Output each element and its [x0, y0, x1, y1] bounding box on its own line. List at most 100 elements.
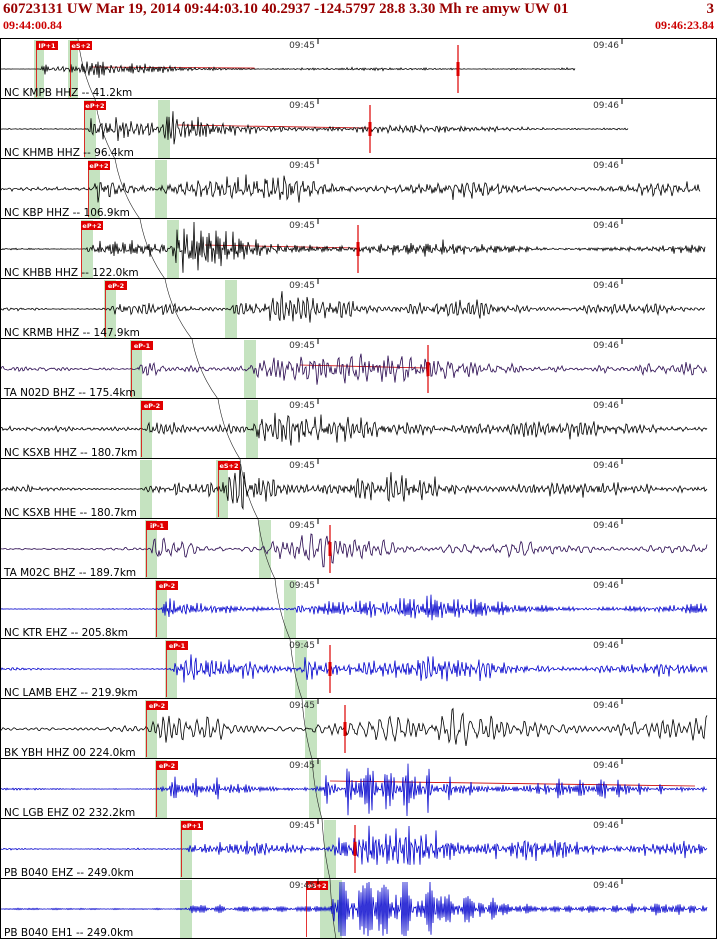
pick-flag[interactable] [88, 161, 110, 170]
seismogram-trace [0, 594, 708, 621]
pick-flag-label: eP-1 [169, 642, 186, 650]
header: 60723131 UW Mar 19, 2014 09:44:03.10 40.… [0, 0, 717, 38]
phase-window-band [165, 640, 177, 698]
trace-row[interactable]: eP-2 09:45 09:46 NC KTR EHZ -- 205.8km [0, 579, 717, 639]
coda-curve [301, 699, 313, 759]
pick-flag[interactable] [105, 281, 127, 290]
pick-flag[interactable] [166, 641, 188, 650]
pick-flag[interactable] [36, 41, 58, 50]
trace-row[interactable]: eP+2 09:45 09:46 NC KHMB HHZ -- 96.4km [0, 99, 717, 159]
trace-row[interactable]: eP-2 09:45 09:46 BK YBH HHZ 00 224.0km [0, 699, 717, 759]
pick-flag[interactable] [84, 101, 106, 110]
coda-curve [239, 459, 259, 519]
pick-flag[interactable] [181, 821, 203, 830]
pick-flag-label: eS+2 [71, 42, 90, 50]
seismogram-trace [0, 111, 629, 145]
trace-row[interactable]: eP-1 09:45 09:46 NC LAMB EHZ -- 219.9km [0, 639, 717, 699]
waveform-plot[interactable]: eP+2 09:45 09:46 NC KHBB HHZ -- 122.0km [0, 219, 717, 279]
waveform-plot[interactable]: eS+209:45 09:46 PB B040 EH1 -- 249.0km [0, 879, 717, 939]
waveform-plot[interactable]: eP-1 09:45 09:46 NC LAMB EHZ -- 219.9km [0, 639, 717, 699]
window-start-time: 09:44:00.84 [3, 18, 62, 32]
minute-label: 09:46 [593, 101, 619, 111]
pick-flag-label: eP-2 [159, 582, 175, 590]
waveform-plot[interactable]: iP-1 09:45 09:46 TA M02C BHZ -- 189.7km [0, 519, 717, 579]
pick-flag[interactable] [70, 41, 92, 50]
minute-label: 09:46 [593, 281, 619, 291]
secondary-pick-mark[interactable] [353, 842, 357, 856]
phase-window-band [88, 160, 100, 218]
minute-label: 09:45 [289, 221, 315, 231]
secondary-pick-mark[interactable] [328, 542, 332, 556]
pick-flag-label: eP+2 [89, 162, 108, 170]
pick-flag[interactable] [146, 701, 168, 710]
minute-label: 09:46 [593, 881, 619, 891]
seismogram-trace [0, 464, 708, 511]
seismogram-trace [0, 763, 708, 817]
trace-row[interactable]: eP+1 09:45 09:46 PB B040 EHZ -- 249.0km [0, 819, 717, 879]
trace-row[interactable]: eP-2 09:45 09:46 NC LGB EHZ 02 232.2km [0, 759, 717, 819]
pick-flag[interactable] [218, 461, 240, 470]
trace-row[interactable]: eP-1 09:45 09:46 TA N02D BHZ -- 175.4km [0, 339, 717, 399]
coda-curve [114, 159, 141, 219]
waveform-plot[interactable]: eP+1 09:45 09:46 PB B040 EHZ -- 249.0km [0, 819, 717, 879]
pick-flag-label: eP-2 [149, 702, 165, 710]
waveform-plot[interactable]: IP+1 eS+2 09:45 09:46 NC KMPB HHZ -- 41.2km [0, 39, 717, 99]
seismogram-trace [0, 353, 708, 385]
coda-curve [321, 819, 331, 879]
pick-flag[interactable] [306, 881, 328, 890]
seismogram-trace [0, 291, 706, 323]
waveform-plot[interactable]: eS+2 09:45 09:46 NC KSXB HHE -- 180.7km [0, 459, 717, 519]
waveform-plot[interactable]: eP-1 09:45 09:46 TA N02D BHZ -- 175.4km [0, 339, 717, 399]
phase-window-band [68, 40, 78, 98]
pick-flag-label: eS+2 [307, 882, 326, 890]
trace-row[interactable]: eS+2 09:45 09:46 PB B040 EH1 -- 249.0km [0, 879, 717, 939]
event-title-right: 3 [706, 1, 715, 17]
amplitude-envelope-line [177, 124, 369, 129]
waveform-plot[interactable]: eP-2 09:45 09:46 NC KSXB HHZ -- 180.7km [0, 399, 717, 459]
pick-flag[interactable] [156, 581, 178, 590]
pick-flag[interactable] [131, 341, 153, 350]
pick-flag[interactable] [156, 761, 178, 770]
phase-window-band [104, 280, 116, 338]
secondary-pick-mark[interactable] [328, 662, 332, 676]
pick-flag[interactable] [141, 401, 163, 410]
window-end-time: 09:46:23.84 [655, 18, 714, 32]
minute-label: 09:45 [289, 581, 315, 591]
waveform-plot[interactable]: eP-2 09:45 09:46 NC KTR EHZ -- 205.8km [0, 579, 717, 639]
pick-flag-label: eP-2 [108, 282, 124, 290]
waveform-plot[interactable]: eP+2 09:45 09:46 NC KHMB HHZ -- 96.4km [0, 99, 717, 159]
trace-row[interactable]: iP-1 09:45 09:46 TA M02C BHZ -- 189.7km [0, 519, 717, 579]
pick-flag[interactable] [81, 221, 103, 230]
station-label: NC LAMB EHZ -- 219.9km [4, 687, 138, 699]
station-label: NC KSXB HHE -- 180.7km [4, 507, 137, 519]
waveform-plot[interactable]: eP-2 09:45 09:46 BK YBH HHZ 00 224.0km [0, 699, 717, 759]
trace-row[interactable]: eS+2 09:45 09:46 NC KSXB HHE -- 180.7km [0, 459, 717, 519]
coda-curve [217, 399, 241, 459]
secondary-pick-mark[interactable] [456, 62, 460, 76]
waveform-plot[interactable]: eP+2 09:45 09:46 NC KBP HHZ -- 106.9km [0, 159, 717, 219]
minute-label: 09:46 [593, 821, 619, 831]
amplitude-envelope-line [299, 364, 427, 369]
trace-row[interactable]: eP+2 09:45 09:46 NC KHBB HHZ -- 122.0km [0, 219, 717, 279]
pick-flag-label: IP+1 [38, 42, 56, 50]
phase-window-band [167, 220, 179, 278]
trace-row[interactable]: IP+1 eS+2 09:45 09:46 NC KMPB HHZ -- 41.2km [0, 39, 717, 99]
pick-flag-label: eP-1 [134, 342, 151, 350]
trace-row[interactable]: eP+2 09:45 09:46 NC KBP HHZ -- 106.9km [0, 159, 717, 219]
trace-row[interactable]: eP-2 09:45 09:46 NC KRMB HHZ -- 147.9km [0, 279, 717, 339]
trace-row[interactable]: eP-2 09:45 09:46 NC KSXB HHZ -- 180.7km [0, 399, 717, 459]
minute-label: 09:45 [289, 881, 315, 891]
station-label: TA M02C BHZ -- 189.7km [3, 567, 136, 579]
minute-label: 09:45 [289, 461, 315, 471]
seismogram-trace [0, 707, 708, 746]
secondary-pick-mark[interactable] [343, 722, 347, 736]
secondary-pick-mark[interactable] [426, 362, 430, 376]
waveform-plot[interactable]: eP-2 09:45 09:46 NC LGB EHZ 02 232.2km [0, 759, 717, 819]
minute-label: 09:45 [289, 641, 315, 651]
station-label: TA N02D BHZ -- 175.4km [3, 387, 136, 399]
secondary-pick-mark[interactable] [368, 122, 372, 136]
secondary-pick-mark[interactable] [356, 242, 360, 256]
waveform-plot[interactable]: eP-2 09:45 09:46 NC KRMB HHZ -- 147.9km [0, 279, 717, 339]
seismogram-trace [0, 881, 708, 937]
pick-flag[interactable] [146, 521, 168, 530]
